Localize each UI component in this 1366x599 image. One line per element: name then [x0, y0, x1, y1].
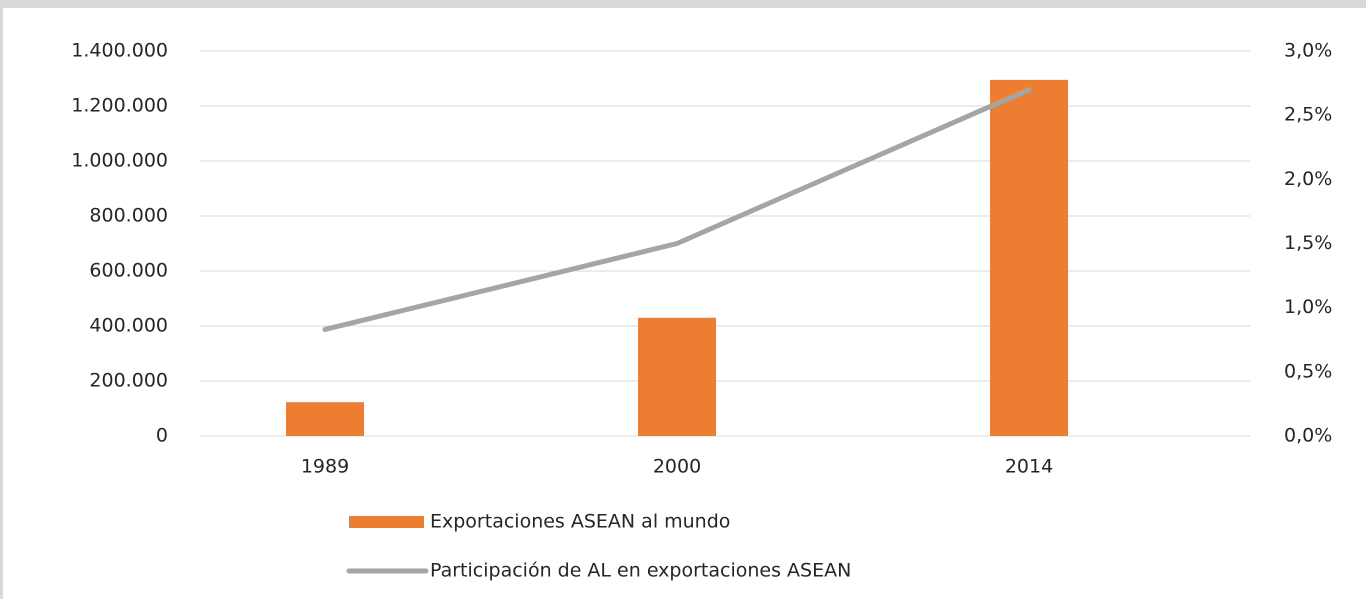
y-tick-label: 200.000 [89, 370, 168, 392]
x-tick-label: 2000 [653, 456, 701, 478]
y-tick-label: 400.000 [89, 315, 168, 337]
y-tick-label: 0 [156, 425, 168, 447]
y-tick-label: 800.000 [89, 205, 168, 227]
y-tick-label: 600.000 [89, 260, 168, 282]
x-tick-label: 2014 [1005, 456, 1053, 478]
y2-tick-label: 1,0% [1284, 296, 1332, 318]
y-tick-label: 1.200.000 [71, 95, 168, 117]
y-tick-label: 1.000.000 [71, 150, 168, 172]
y-tick-label: 1.400.000 [71, 40, 168, 62]
bar [638, 317, 716, 436]
x-tick-label: 1989 [301, 456, 349, 478]
frame-left [0, 0, 3, 599]
y2-tick-label: 0,0% [1284, 425, 1332, 447]
line [322, 87, 1032, 332]
y2-tick-label: 3,0% [1284, 40, 1332, 62]
y2-tick-label: 2,0% [1284, 168, 1332, 190]
y2-tick-label: 0,5% [1284, 360, 1332, 382]
frame-top [0, 0, 1366, 8]
y2-tick-label: 2,5% [1284, 104, 1332, 126]
bar [990, 79, 1068, 436]
bar [286, 402, 364, 436]
legend-swatch [349, 516, 424, 528]
legend-label: Exportaciones ASEAN al mundo [430, 511, 730, 533]
y2-tick-label: 1,5% [1284, 232, 1332, 254]
legend-label: Participación de AL en exportaciones ASE… [430, 560, 851, 582]
